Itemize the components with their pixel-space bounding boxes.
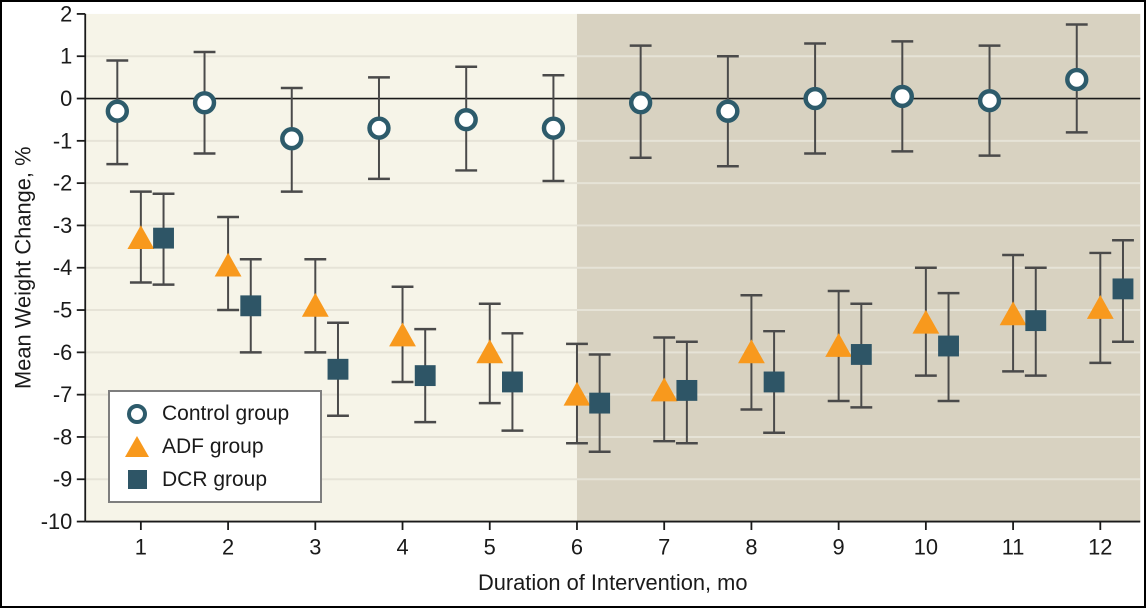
y-tick-label: -1 <box>53 128 72 153</box>
adf-data-point <box>127 225 155 250</box>
legend-label-control: Control group <box>162 401 290 425</box>
y-tick-label: -6 <box>53 340 72 365</box>
legend-label-adf: ADF group <box>162 434 264 458</box>
adf-data-point <box>476 339 504 364</box>
y-tick-label: -10 <box>41 509 73 534</box>
x-tick-label: 7 <box>658 534 670 559</box>
control-circle-icon <box>127 403 147 424</box>
dcr-data-point <box>153 227 174 249</box>
dcr-data-point <box>676 379 698 401</box>
x-tick-label: 9 <box>833 534 845 559</box>
y-tick-label: -4 <box>53 255 72 280</box>
y-tick-label: -7 <box>53 382 72 407</box>
adf-marker-iconwrap <box>123 436 151 457</box>
adf-data-point <box>1086 295 1114 319</box>
control-data-point <box>454 108 478 132</box>
control-marker-iconwrap <box>123 403 151 424</box>
x-tick-label: 5 <box>484 534 496 559</box>
y-tick-label: -5 <box>53 297 72 322</box>
dcr-data-point <box>414 365 436 387</box>
control-data-point <box>1065 67 1089 92</box>
dcr-data-point <box>1025 310 1047 332</box>
control-data-point <box>280 127 304 151</box>
adf-triangle-icon <box>125 436 149 457</box>
x-tick-label: 8 <box>745 534 757 559</box>
x-tick-label: 11 <box>1002 534 1025 559</box>
dcr-data-point <box>938 335 959 357</box>
dcr-data-point <box>327 358 349 380</box>
legend-item-dcr: DCR group <box>123 468 316 492</box>
dcr-data-point <box>850 344 872 365</box>
y-tick-label: -2 <box>53 171 72 196</box>
legend: Control group ADF group DCR group <box>108 390 322 503</box>
control-data-point <box>890 84 914 109</box>
adf-data-point <box>650 377 678 402</box>
dcr-data-point <box>240 295 262 317</box>
y-tick-label: 0 <box>60 86 72 111</box>
legend-item-adf: ADF group <box>123 435 316 459</box>
x-tick-label: 3 <box>309 534 321 559</box>
dcr-data-point <box>589 392 611 414</box>
legend-label-dcr: DCR group <box>162 467 268 491</box>
x-tick-label: 12 <box>1088 534 1112 559</box>
dcr-data-point <box>1112 278 1134 300</box>
y-tick-label: 1 <box>60 44 72 69</box>
x-tick-label: 2 <box>222 534 234 559</box>
y-tick-label: 2 <box>60 2 72 26</box>
x-axis-title: Duration of Intervention, mo <box>478 570 748 595</box>
dcr-data-point <box>501 371 523 393</box>
control-data-point <box>367 116 391 140</box>
adf-data-point <box>738 339 765 364</box>
y-tick-label: -9 <box>53 467 72 492</box>
dcr-marker-iconwrap <box>123 470 151 489</box>
dcr-square-icon <box>127 470 147 489</box>
x-tick-label: 4 <box>396 534 408 559</box>
y-tick-label: -3 <box>53 213 72 238</box>
control-data-point <box>628 91 653 115</box>
adf-data-point <box>389 322 416 347</box>
y-axis-title: Mean Weight Change, % <box>11 147 36 389</box>
control-data-point <box>541 116 566 140</box>
x-tick-label: 6 <box>571 534 583 559</box>
control-data-point <box>105 99 129 123</box>
control-data-point <box>977 88 1002 113</box>
adf-data-point <box>214 252 242 277</box>
y-tick-label: -8 <box>53 424 72 449</box>
adf-data-point <box>301 292 329 317</box>
control-data-point <box>192 91 217 115</box>
adf-data-point <box>825 333 853 357</box>
dcr-data-point <box>763 371 785 393</box>
control-data-point <box>716 99 740 123</box>
adf-data-point <box>563 381 591 406</box>
control-data-point <box>803 86 827 111</box>
adf-data-point <box>999 301 1027 326</box>
x-tick-label: 1 <box>135 534 147 559</box>
adf-data-point <box>912 309 940 334</box>
x-tick-label: 10 <box>914 534 938 559</box>
legend-item-control: Control group <box>123 402 316 426</box>
